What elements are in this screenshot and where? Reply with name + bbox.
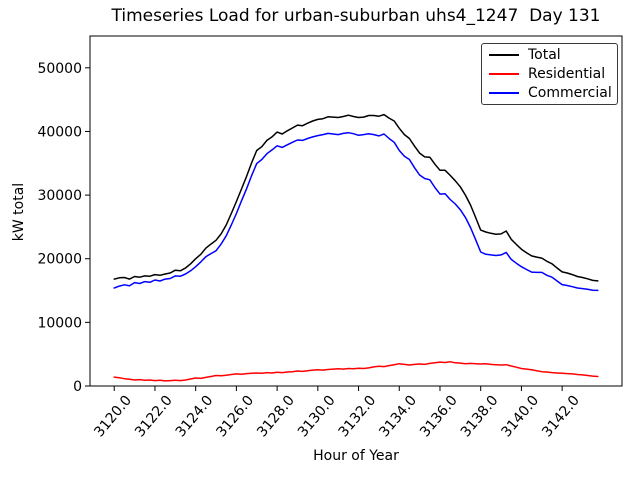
y-axis-label: kW total (11, 182, 27, 242)
commercial-line (113, 131, 599, 292)
legend-label: Total (528, 47, 561, 64)
y-tick-label: 50000 (37, 61, 82, 77)
x-tick-label: 3126.0 (213, 393, 257, 441)
x-tick-label: 3124.0 (173, 393, 217, 441)
commercial-line-swatch (489, 91, 519, 94)
residential-line-swatch (489, 72, 519, 75)
y-tick-label: 20000 (37, 252, 82, 268)
x-tick-label: 3138.0 (458, 393, 502, 441)
x-tick-label: 3122.0 (132, 393, 176, 441)
x-tick-label: 3140.0 (498, 393, 542, 441)
legend-label: Residential (528, 65, 606, 82)
residential-line (113, 361, 599, 382)
x-tick-label: 3132.0 (336, 393, 380, 441)
chart-title: Timeseries Load for urban-suburban uhs4_… (111, 6, 601, 26)
y-tick-label: 30000 (37, 188, 82, 204)
x-tick-label: 3136.0 (417, 393, 461, 441)
x-axis-label: Hour of Year (313, 448, 399, 464)
x-tick-label: 3134.0 (376, 393, 420, 441)
total-line-swatch (489, 54, 519, 57)
x-tick-label: 3142.0 (539, 393, 583, 441)
legend-item-commercial: Commercial (482, 84, 617, 102)
x-tick-label: 3120.0 (91, 393, 135, 441)
y-tick-label: 0 (73, 379, 82, 395)
axes-frame (89, 35, 623, 387)
y-tick-label: 10000 (37, 315, 82, 331)
x-tick-label: 3128.0 (254, 393, 298, 441)
legend-label: Commercial (528, 84, 612, 101)
legend-item-total: Total (482, 46, 617, 64)
legend-item-residential: Residential (482, 65, 617, 83)
y-tick-label: 40000 (37, 124, 82, 140)
total-line (113, 113, 599, 282)
x-tick-label: 3130.0 (295, 393, 339, 441)
legend: Total Residential Commercial (481, 43, 618, 105)
